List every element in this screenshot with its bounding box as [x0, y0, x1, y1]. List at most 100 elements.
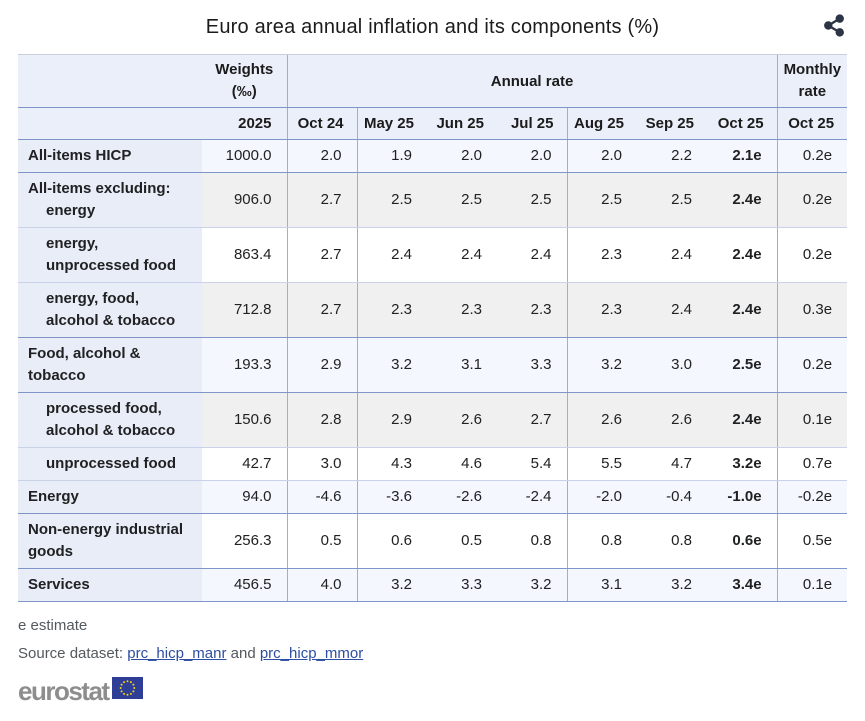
value-cell: 2.0: [286, 139, 357, 173]
corner-cell: [18, 54, 202, 108]
source-conjunction: and: [230, 645, 256, 662]
value-cell: -4.6: [286, 480, 357, 514]
value-cell: 0.8: [637, 513, 707, 569]
value-cell: 2.3: [356, 282, 427, 338]
value-cell: 3.2: [497, 568, 567, 602]
source-prefix: Source dataset:: [18, 645, 124, 662]
source-link-prc-hicp-manr[interactable]: prc_hicp_manr: [127, 645, 227, 662]
value-cell: 3.3: [497, 337, 567, 393]
weight-cell: 712.8: [202, 282, 287, 338]
value-cell-estimate: 2.4e: [707, 227, 778, 283]
value-cell: 1.9: [356, 139, 427, 173]
value-cell: 3.3: [427, 568, 497, 602]
value-cell: 3.2: [637, 568, 707, 602]
weight-cell: 256.3: [202, 513, 287, 569]
value-cell: -3.6: [356, 480, 427, 514]
weights-header-line1: Weights: [215, 61, 274, 78]
monthly-cell: 0.1e: [776, 568, 848, 602]
value-cell: 4.6: [427, 447, 497, 481]
monthly-cell: 0.7e: [776, 447, 848, 481]
value-cell: 2.8: [286, 392, 357, 448]
weights-header: Weights (‰): [202, 54, 287, 108]
inflation-table: Weights (‰) Annual rate Monthly rate 202…: [18, 54, 848, 602]
col-header-may25: May 25: [356, 107, 427, 140]
value-cell: 3.0: [637, 337, 707, 393]
weight-cell: 906.0: [202, 172, 287, 228]
monthly-rate-header: Monthly rate: [776, 54, 848, 108]
value-cell: 2.3: [566, 227, 637, 283]
value-cell: 2.4: [637, 282, 707, 338]
value-cell: 3.1: [566, 568, 637, 602]
value-cell: -2.6: [427, 480, 497, 514]
value-cell-estimate: 0.6e: [707, 513, 778, 569]
value-cell: 2.4: [497, 227, 567, 283]
value-cell: 2.7: [497, 392, 567, 448]
value-cell: 2.4: [356, 227, 427, 283]
value-cell: -2.0: [566, 480, 637, 514]
table-row-all-items-hicp: All-items HICP 1000.0 2.0 1.9 2.0 2.0 2.…: [18, 139, 848, 173]
value-cell: 2.6: [637, 392, 707, 448]
weights-header-line2: (‰): [231, 83, 257, 100]
value-cell: 3.2: [566, 337, 637, 393]
table-row-excl-energy-unprocessed-food: energy, unprocessed food 863.4 2.7 2.4 2…: [18, 227, 848, 283]
value-cell: 0.8: [497, 513, 567, 569]
value-cell: 5.4: [497, 447, 567, 481]
value-cell: 3.2: [356, 337, 427, 393]
monthly-cell: 0.2e: [776, 139, 848, 173]
table-row-excl-energy-food-alcohol-tobacco: energy, food, alcohol & tobacco 712.8 2.…: [18, 282, 848, 338]
col-header-jul25: Jul 25: [497, 107, 567, 140]
value-cell: -2.4: [497, 480, 567, 514]
value-cell: 2.0: [427, 139, 497, 173]
eurostat-logo: eurostat: [18, 677, 847, 704]
monthly-cell: -0.2e: [776, 480, 848, 514]
value-cell: 2.6: [566, 392, 637, 448]
value-cell-estimate: 2.4e: [707, 172, 778, 228]
value-cell: 2.3: [497, 282, 567, 338]
col-header-oct25: Oct 25: [707, 107, 778, 140]
value-cell: -0.4: [637, 480, 707, 514]
row-label: All-items excluding: energy: [18, 172, 202, 228]
col-header-oct24: Oct 24: [286, 107, 357, 140]
col-header-monthly-oct25: Oct 25: [776, 107, 848, 140]
col-header-jun25: Jun 25: [427, 107, 497, 140]
row-label: Services: [18, 568, 202, 602]
table-row-processed-food-alcohol-tobacco: processed food, alcohol & tobacco 150.6 …: [18, 392, 848, 448]
row-label: All-items HICP: [18, 139, 202, 173]
share-icon: [824, 14, 845, 40]
weight-cell: 1000.0: [202, 139, 287, 173]
col-header-aug25: Aug 25: [566, 107, 637, 140]
weight-cell: 42.7: [202, 447, 287, 481]
value-cell: 2.3: [566, 282, 637, 338]
value-cell: 2.3: [427, 282, 497, 338]
weight-cell: 863.4: [202, 227, 287, 283]
table-row-non-energy-industrial-goods: Non-energy industrial goods 256.3 0.5 0.…: [18, 513, 848, 569]
table-row-food-alcohol-tobacco: Food, alcohol & tobacco 193.3 2.9 3.2 3.…: [18, 337, 848, 393]
value-cell: 2.7: [286, 227, 357, 283]
value-cell: 2.5: [356, 172, 427, 228]
value-cell: 0.6: [356, 513, 427, 569]
share-button[interactable]: [820, 10, 849, 41]
monthly-cell: 0.3e: [776, 282, 848, 338]
table-row-energy: Energy 94.0 -4.6 -3.6 -2.6 -2.4 -2.0 -0.…: [18, 480, 848, 514]
value-cell-estimate: 2.4e: [707, 282, 778, 338]
value-cell: 3.0: [286, 447, 357, 481]
source-line: Source dataset: prc_hicp_manr and prc_hi…: [18, 643, 847, 664]
row-label: energy, food, alcohol & tobacco: [18, 282, 202, 338]
value-cell: 2.7: [286, 282, 357, 338]
weight-cell: 150.6: [202, 392, 287, 448]
monthly-cell: 0.2e: [776, 227, 848, 283]
value-cell: 2.5: [637, 172, 707, 228]
table-row-all-items-excluding-energy: All-items excluding: energy 906.0 2.7 2.…: [18, 172, 848, 228]
row-label: Food, alcohol & tobacco: [18, 337, 202, 393]
source-link-prc-hicp-mmor[interactable]: prc_hicp_mmor: [259, 645, 364, 662]
table-row-services: Services 456.5 4.0 3.2 3.3 3.2 3.1 3.2 3…: [18, 568, 848, 602]
value-cell-estimate: 2.1e: [707, 139, 778, 173]
annual-rate-header: Annual rate: [286, 54, 778, 108]
value-cell-estimate: -1.0e: [707, 480, 778, 514]
monthly-cell: 0.1e: [776, 392, 848, 448]
row-label: processed food, alcohol & tobacco: [18, 392, 202, 448]
value-cell-estimate: 2.5e: [707, 337, 778, 393]
col-header-sep25: Sep 25: [637, 107, 707, 140]
value-cell: 2.4: [427, 227, 497, 283]
value-cell: 2.2: [637, 139, 707, 173]
